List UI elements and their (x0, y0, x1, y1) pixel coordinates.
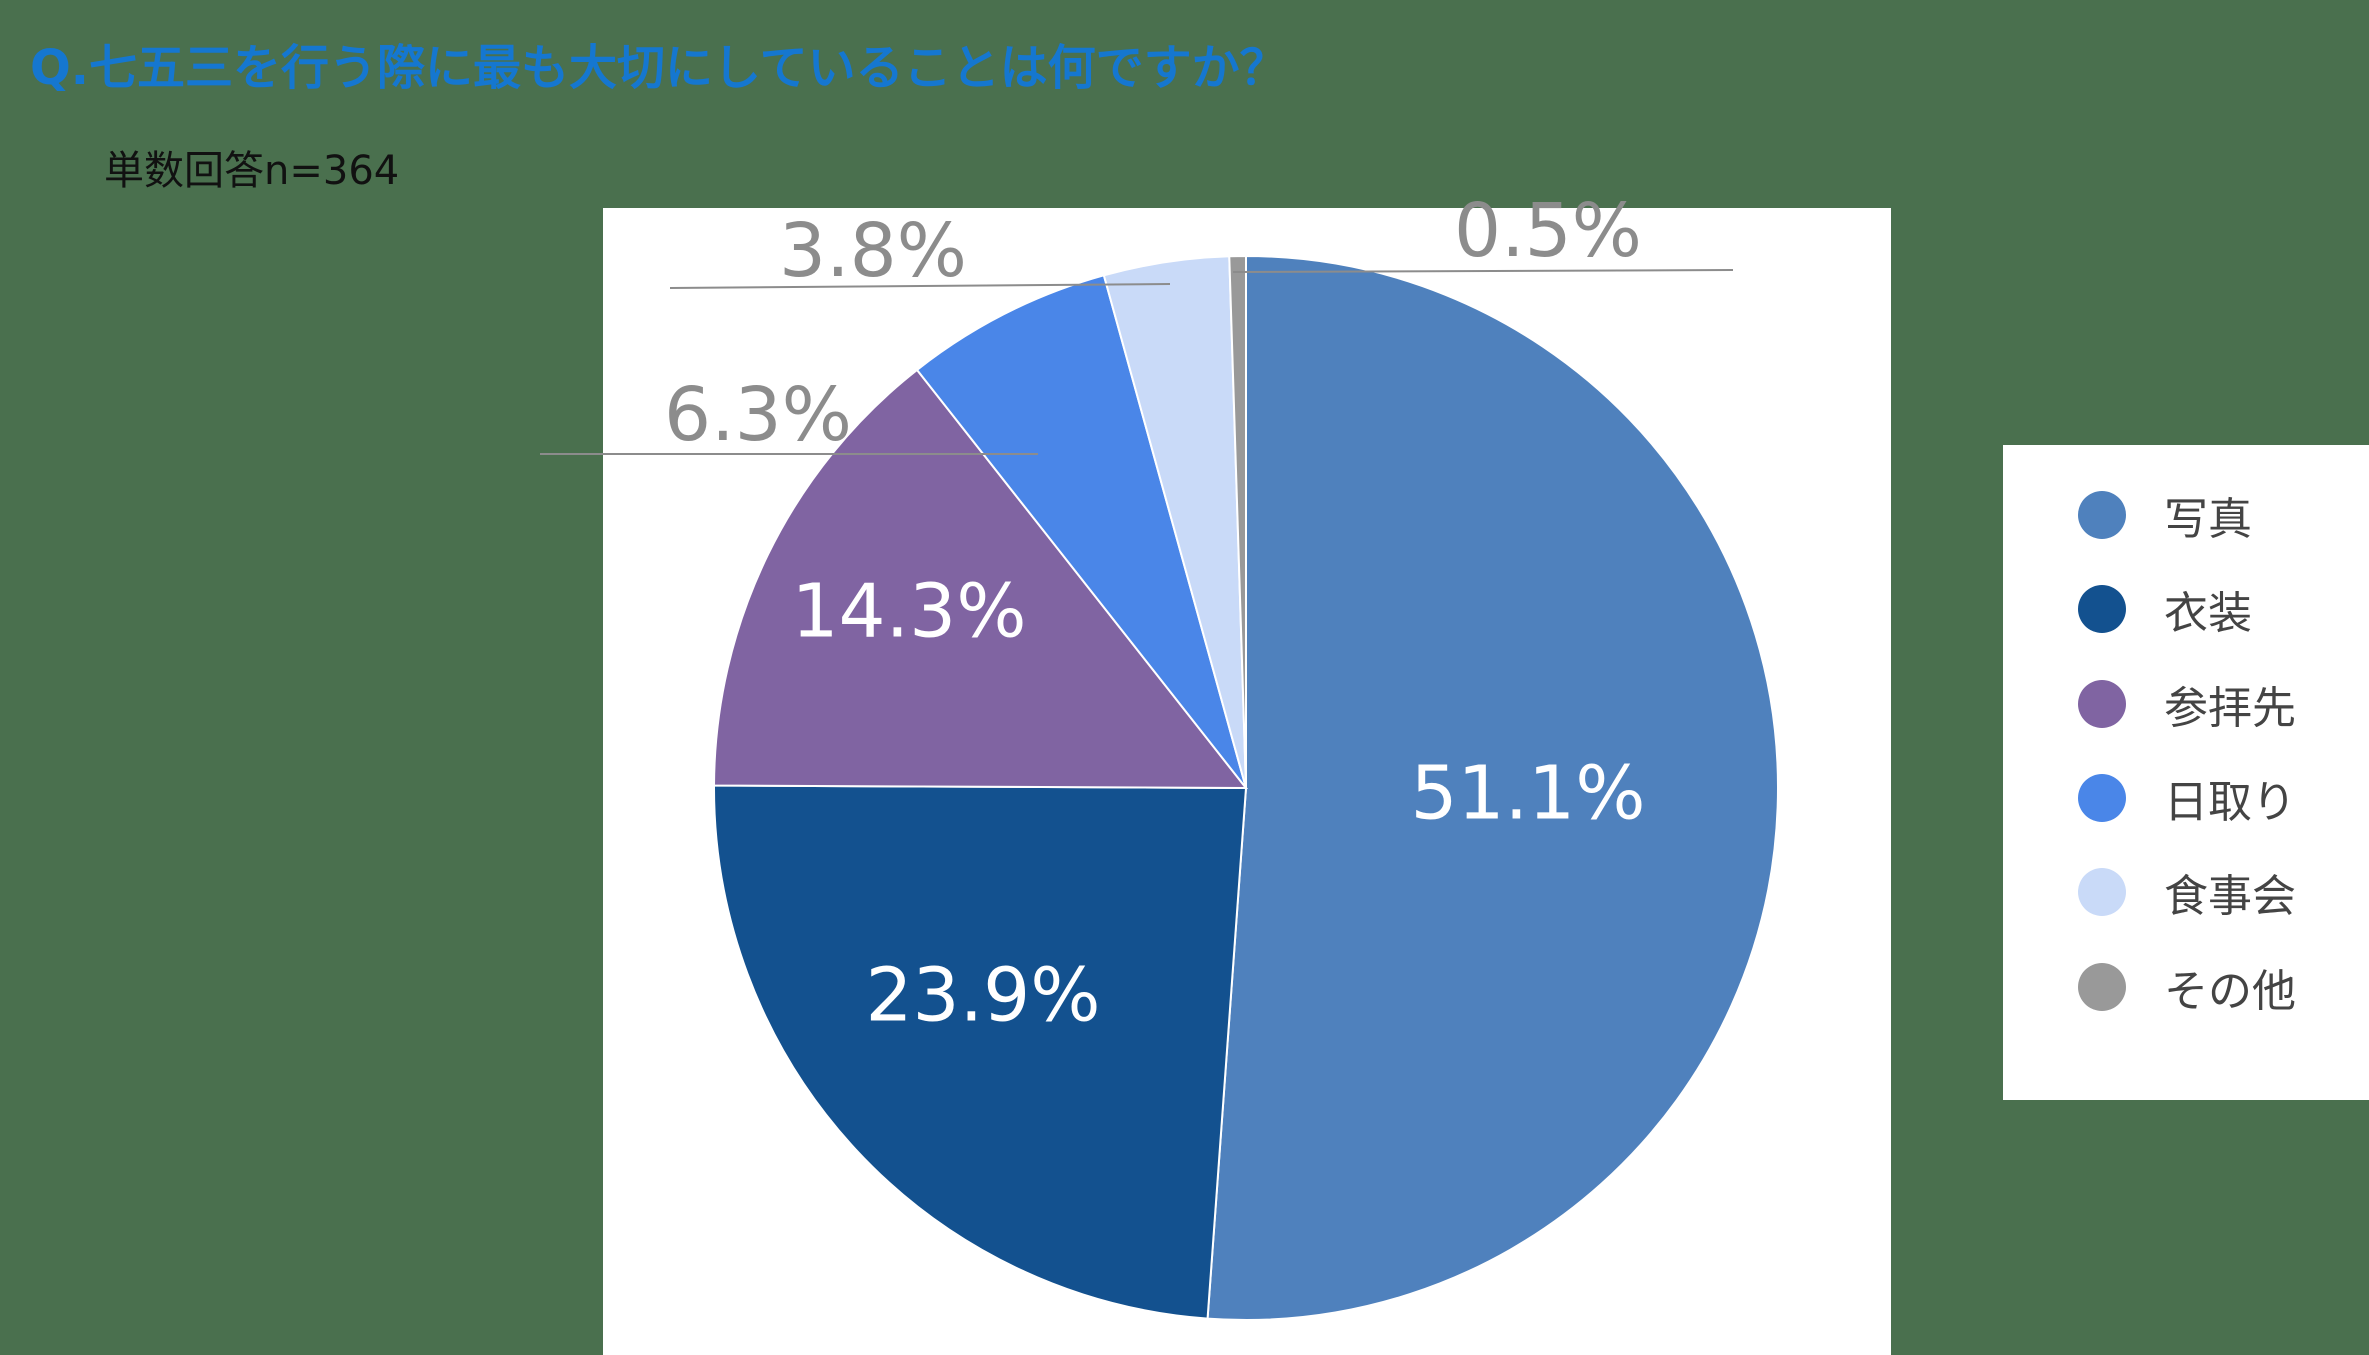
legend-item: 日取り (2078, 768, 2296, 828)
data-label: 6.3% (664, 372, 852, 458)
data-label: 23.9% (865, 953, 1100, 1039)
legend-item: 衣装 (2078, 579, 2252, 639)
data-label: 51.1% (1410, 751, 1645, 837)
legend-swatch (2078, 585, 2126, 633)
legend-swatch (2078, 774, 2126, 822)
legend-label: 写真 (2164, 494, 2252, 545)
plot-area: 51.1% 23.9% 14.3% 6.3% 3.8% 0.5% (540, 188, 1891, 1355)
data-label: 14.3% (791, 569, 1026, 655)
pie-slice (1206, 254, 1779, 1321)
legend-swatch (2078, 868, 2126, 916)
legend-label: 衣装 (2164, 588, 2252, 639)
legend-item: 参拝先 (2078, 674, 2296, 734)
question-title: Q.七五三を行う際に最も大切にしていることは何ですか？ (30, 40, 1288, 96)
data-label: 3.8% (779, 208, 967, 294)
pie-slice (1228, 254, 1247, 789)
leader-line (1232, 269, 1734, 273)
pie-slice (915, 274, 1247, 789)
legend-item: その他 (2078, 957, 2296, 1017)
legend: 写真 衣装 参拝先 日取り 食事会 その他 (2003, 445, 2369, 1100)
leader-line (669, 283, 1171, 289)
legend-item: 食事会 (2078, 862, 2296, 922)
legend-swatch (2078, 491, 2126, 539)
response-note: 単数回答n=364 (104, 148, 400, 194)
legend-label: その他 (2164, 966, 2296, 1017)
legend-label: 参拝先 (2164, 683, 2296, 734)
legend-item: 写真 (2078, 485, 2252, 545)
legend-swatch (2078, 963, 2126, 1011)
legend-label: 食事会 (2164, 871, 2296, 922)
legend-swatch (2078, 680, 2126, 728)
legend-label: 日取り (2164, 777, 2296, 828)
pie-chart: 51.1% 23.9% 14.3% 6.3% 3.8% 0.5% (540, 188, 1779, 1321)
data-label: 0.5% (1454, 188, 1642, 274)
pie-slice (713, 784, 1248, 1320)
pie-slice (713, 368, 1249, 790)
